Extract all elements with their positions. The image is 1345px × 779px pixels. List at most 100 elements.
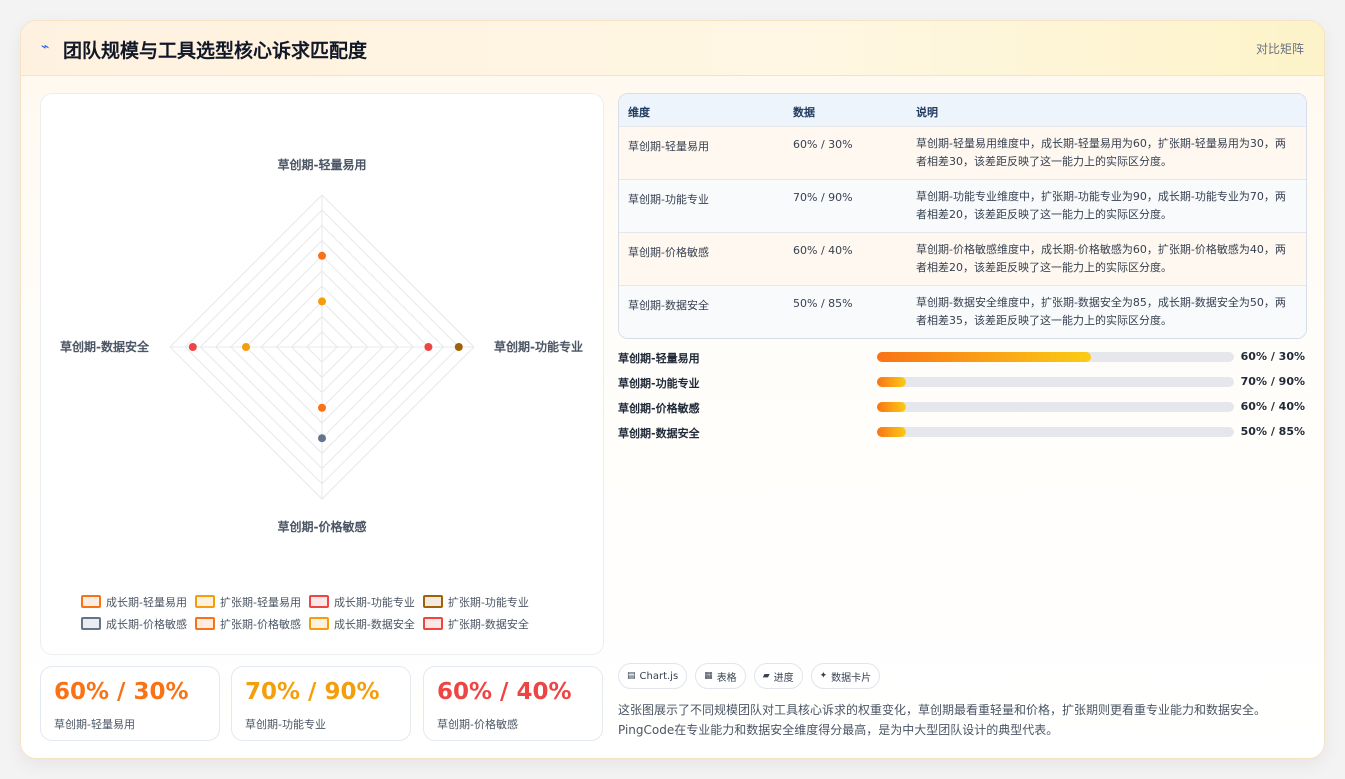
legend-label: 扩张期-功能专业 <box>447 595 529 609</box>
table-cell-desc: 草创期-轻量易用维度中，成长期-轻量易用为60，扩张期-轻量易用为30，两者相差… <box>916 137 1286 168</box>
chip-progress[interactable]: ▰ 进度 <box>753 663 803 689</box>
legend-label: 扩张期-轻量易用 <box>219 595 301 609</box>
stat-value: 70% / 90% <box>245 679 380 705</box>
chip-chartjs[interactable]: ▤ Chart.js <box>618 663 688 689</box>
radar-points <box>188 251 463 443</box>
legend-label: 成长期-功能专业 <box>333 595 415 609</box>
table-cell-data: 50% / 85% <box>793 297 853 310</box>
table-cell-dim: 草创期-功能专业 <box>628 193 709 206</box>
stat-value: 60% / 30% <box>54 679 189 705</box>
radar-point[interactable] <box>318 251 326 260</box>
radar-point[interactable] <box>454 343 463 351</box>
radar-point[interactable] <box>188 343 197 351</box>
progress-track <box>877 352 1234 362</box>
chip-table[interactable]: ▦ 表格 <box>695 663 746 689</box>
legend-item[interactable]: 成长期-价格敏感 <box>81 616 187 631</box>
legend-swatch <box>81 617 101 630</box>
table-row: 草创期-价格敏感 60% / 40% 草创期-价格敏感维度中，成长期-价格敏感为… <box>619 233 1306 286</box>
legend-item[interactable]: 成长期-功能专业 <box>308 594 415 609</box>
chart-legend: 成长期-轻量易用 扩张期-轻量易用 成长期-功能专业 扩张期-功能专业成长期-价格敏感… <box>81 594 571 631</box>
progress-row: 草创期-轻量易用 60% / 30% <box>618 348 1307 366</box>
radar-point[interactable] <box>318 403 326 412</box>
progress-value: 50% / 85% <box>1240 425 1305 438</box>
stat-label: 草创期-轻量易用 <box>54 718 135 731</box>
progress-value: 70% / 90% <box>1240 375 1305 388</box>
progress-track <box>877 427 1234 437</box>
legend-item[interactable]: 扩张期-功能专业 <box>422 594 529 609</box>
radar-point[interactable] <box>424 343 433 351</box>
progress-value: 60% / 30% <box>1240 350 1305 363</box>
table-cell-desc: 草创期-数据安全维度中，扩张期-数据安全为85，成长期-数据安全为50，两者相差… <box>916 296 1286 327</box>
stat-card-1: 60% / 30% 草创期-轻量易用 <box>40 666 220 741</box>
progress-fill <box>877 402 906 412</box>
table-cell-data: 60% / 40% <box>793 244 853 257</box>
legend-swatch <box>194 595 215 608</box>
progress-fill <box>877 352 1092 362</box>
radar-point[interactable] <box>318 434 326 443</box>
table-icon: ▦ <box>704 671 713 681</box>
progress-label: 草创期-数据安全 <box>618 427 700 440</box>
table-row: 草创期-功能专业 70% / 90% 草创期-功能专业维度中，扩张期-功能专业为… <box>619 180 1306 233</box>
summary-text: 这张图展示了不同规模团队对工具核心诉求的权重变化，草创期最看重轻量和价格，扩张期… <box>618 703 1267 737</box>
axis-label-right: 草创期-功能专业 <box>494 339 583 354</box>
sparkle-icon: ✦ <box>819 671 828 681</box>
progress-track <box>877 402 1234 412</box>
legend-label: 成长期-价格敏感 <box>106 617 187 631</box>
progress-label: 草创期-功能专业 <box>618 377 700 390</box>
axis-label-bottom: 草创期-价格敏感 <box>278 519 367 534</box>
legend-label: 扩张期-价格敏感 <box>219 617 301 631</box>
chip-data-card[interactable]: ✦ 数据卡片 <box>810 663 881 689</box>
table-cell-data: 70% / 90% <box>793 191 853 204</box>
legend-swatch <box>308 617 329 630</box>
progress-label: 草创期-价格敏感 <box>618 402 700 415</box>
main-card: ⌁ 团队规模与工具选型核心诉求匹配度 对比矩阵 草创期-轻量易用 草创期-功能专… <box>20 20 1325 759</box>
table-cell-desc: 草创期-功能专业维度中，扩张期-功能专业为90，成长期-功能专业为70，两者相差… <box>916 190 1286 221</box>
axis-label-left: 草创期-数据安全 <box>60 339 150 354</box>
radar-chart-panel: 草创期-轻量易用 草创期-功能专业 草创期-价格敏感 草创期-数据安全 成长期-… <box>40 93 604 655</box>
legend-item[interactable]: 成长期-数据安全 <box>308 616 415 631</box>
radar-point[interactable] <box>318 297 326 306</box>
progress-icon: ▰ <box>762 671 770 681</box>
axis-label-top: 草创期-轻量易用 <box>278 157 367 172</box>
stat-label: 草创期-功能专业 <box>245 718 326 731</box>
table-header-cell: 说明 <box>916 106 938 119</box>
page-title: 团队规模与工具选型核心诉求匹配度 <box>63 40 368 62</box>
table-cell-dim: 草创期-价格敏感 <box>628 246 709 259</box>
legend-label: 成长期-数据安全 <box>333 617 415 631</box>
legend-swatch <box>194 617 215 630</box>
tech-chips: ▤ Chart.js ▦ 表格 ▰ 进度 ✦ 数据卡片 <box>618 663 888 689</box>
table-cell-data: 60% / 30% <box>793 138 853 151</box>
legend-item[interactable]: 扩张期-价格敏感 <box>194 616 301 631</box>
legend-swatch <box>422 595 443 608</box>
radar-axis-labels: 草创期-轻量易用 草创期-功能专业 草创期-价格敏感 草创期-数据安全 <box>60 157 583 534</box>
legend-swatch <box>422 617 443 630</box>
progress-row: 草创期-功能专业 70% / 90% <box>618 373 1307 391</box>
stat-card-3: 60% / 40% 草创期-价格敏感 <box>423 666 603 741</box>
stat-card-2: 70% / 90% 草创期-功能专业 <box>231 666 411 741</box>
lightning-icon: ⌁ <box>41 39 50 55</box>
stat-label: 草创期-价格敏感 <box>437 718 518 731</box>
progress-row: 草创期-价格敏感 60% / 40% <box>618 398 1307 416</box>
progress-fill <box>877 377 906 387</box>
radar-chart: 草创期-轻量易用 草创期-功能专业 草创期-价格敏感 草创期-数据安全 <box>60 157 583 534</box>
legend-item[interactable]: 成长期-轻量易用 <box>81 594 187 609</box>
header-tag: 对比矩阵 <box>1255 42 1304 56</box>
data-table: 维度 数据 说明 草创期-轻量易用 60% / 30% 草创期-轻量易用维度中，… <box>618 93 1307 339</box>
table-header-row: 维度 数据 说明 <box>619 94 1306 127</box>
table-header-cell: 维度 <box>628 106 650 119</box>
legend-label: 扩张期-数据安全 <box>447 617 529 631</box>
chip-label: Chart.js <box>639 670 679 682</box>
table-row: 草创期-轻量易用 60% / 30% 草创期-轻量易用维度中，成长期-轻量易用为… <box>619 127 1306 180</box>
legend-swatch <box>308 595 329 608</box>
progress-fill <box>877 427 906 437</box>
card-header: ⌁ 团队规模与工具选型核心诉求匹配度 对比矩阵 <box>21 21 1324 76</box>
progress-value: 60% / 40% <box>1240 400 1305 413</box>
chart-icon: ▤ <box>627 671 636 681</box>
legend-item[interactable]: 扩张期-轻量易用 <box>194 594 301 609</box>
stat-value: 60% / 40% <box>437 679 572 705</box>
progress-label: 草创期-轻量易用 <box>618 352 700 365</box>
table-cell-dim: 草创期-轻量易用 <box>628 140 709 153</box>
chip-label: 进度 <box>773 672 794 684</box>
radar-point[interactable] <box>242 343 250 351</box>
legend-item[interactable]: 扩张期-数据安全 <box>422 616 529 631</box>
